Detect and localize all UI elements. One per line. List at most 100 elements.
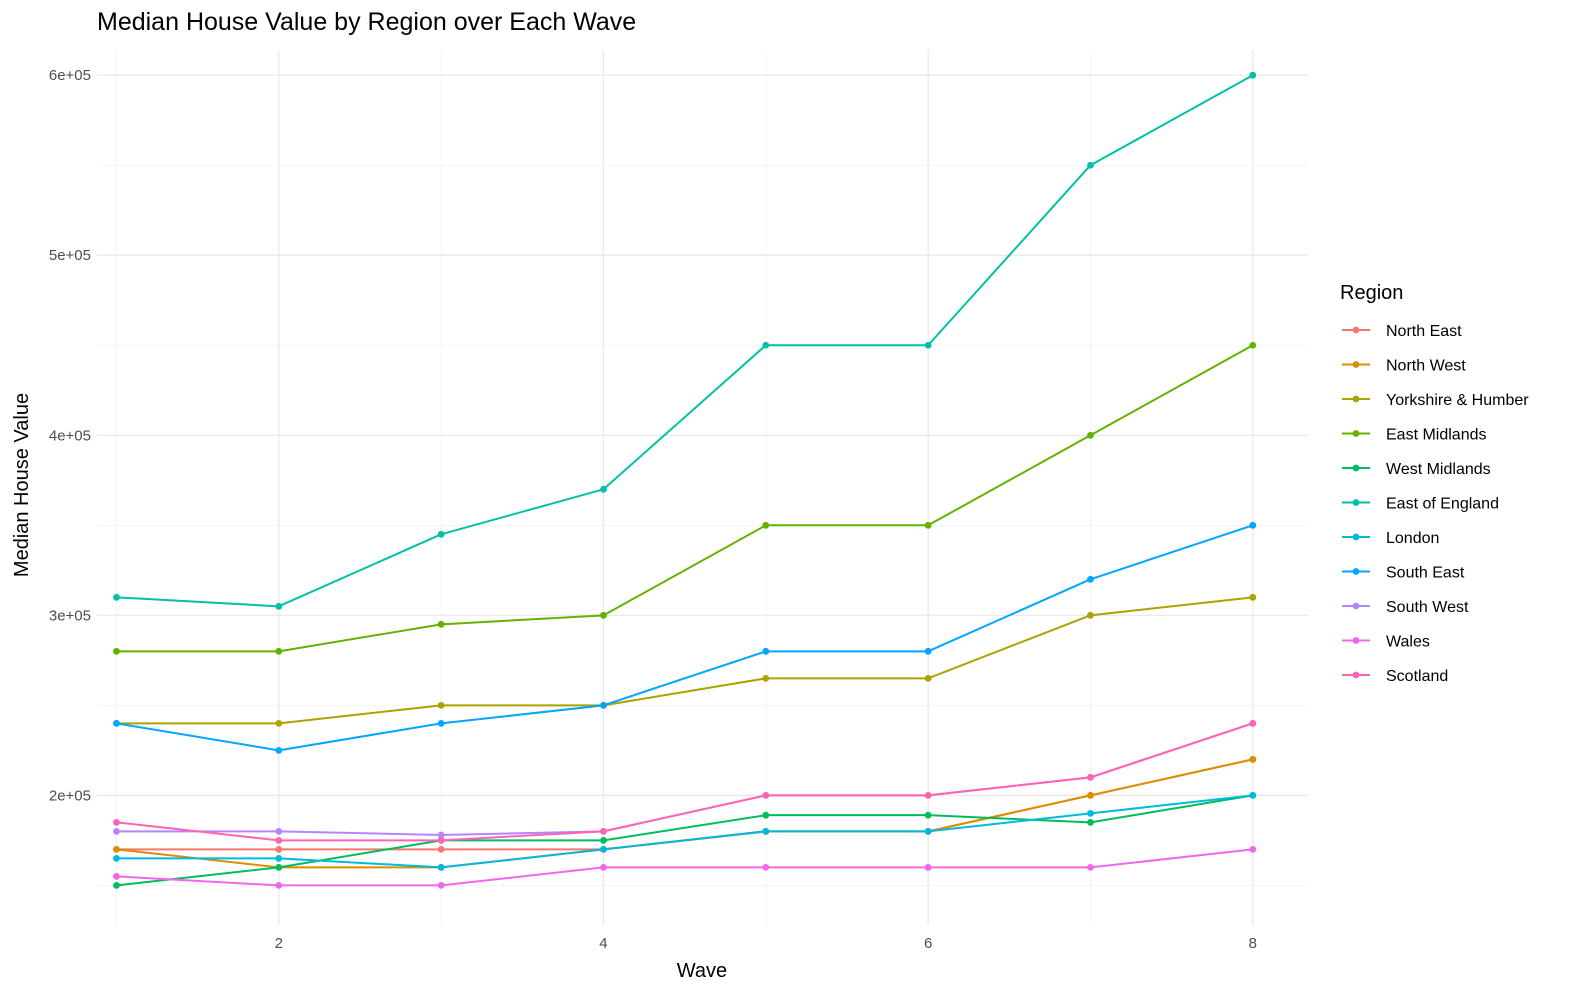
series-wales — [113, 845, 1257, 889]
legend-item-north-east: North East — [1342, 323, 1462, 340]
data-point-yorkshire-and-humber — [275, 719, 283, 727]
legend-title: Region — [1340, 282, 1403, 304]
x-axis-title: Wave — [677, 960, 727, 982]
data-point-scotland — [600, 827, 607, 835]
data-point-yorkshire-and-humber — [1249, 593, 1257, 601]
legend-item-scotland: Scotland — [1342, 668, 1448, 685]
data-point-south-west — [437, 831, 445, 839]
y-tick-label: 4e+05 — [49, 427, 91, 444]
data-point-scotland — [275, 836, 283, 844]
data-point-south-east — [600, 701, 607, 709]
data-point-south-east — [437, 719, 445, 727]
data-point-london — [1087, 809, 1094, 817]
data-point-wales — [762, 863, 770, 871]
data-point-east-of-england — [437, 530, 445, 538]
series-scotland — [113, 719, 1257, 844]
legend-key-point — [1352, 361, 1360, 368]
data-point-east-midlands — [762, 521, 770, 529]
series-line-london — [116, 794, 1253, 869]
data-point-east-midlands — [600, 611, 607, 619]
y-tick-label: 2e+05 — [49, 787, 91, 804]
data-point-south-east — [1087, 575, 1094, 583]
data-point-scotland — [113, 818, 120, 826]
legend-label: Wales — [1386, 634, 1430, 651]
legend-item-wales: Wales — [1342, 634, 1430, 651]
data-point-south-east — [924, 647, 932, 655]
data-point-wales — [113, 872, 120, 880]
data-point-west-midlands — [275, 863, 283, 871]
data-point-yorkshire-and-humber — [924, 674, 932, 682]
data-point-london — [600, 845, 607, 853]
data-point-scotland — [1249, 719, 1257, 727]
data-point-london — [437, 863, 445, 871]
data-point-south-east — [275, 746, 283, 754]
series-south-east — [113, 521, 1257, 754]
data-point-east-midlands — [113, 647, 120, 655]
series-line-east-midlands — [116, 344, 1254, 653]
data-point-scotland — [437, 836, 445, 844]
data-point-east-of-england — [275, 602, 283, 610]
legend-label: Scotland — [1386, 668, 1448, 685]
data-point-north-east — [275, 845, 283, 853]
legend-item-east-midlands: East Midlands — [1342, 427, 1487, 444]
data-point-south-east — [762, 647, 770, 655]
data-point-scotland — [762, 791, 770, 799]
data-point-east-midlands — [1087, 431, 1094, 439]
series-east-midlands — [113, 341, 1257, 655]
data-point-east-of-england — [762, 341, 770, 349]
grid-lines — [97, 50, 1308, 925]
legend-item-london: London — [1342, 530, 1439, 547]
legend-label: London — [1386, 530, 1439, 547]
data-point-south-west — [275, 827, 283, 835]
y-axis-ticks: 2e+05 3e+05 4e+05 5e+05 6e+05 — [49, 67, 91, 804]
legend-item-east-of-england: East of England — [1342, 496, 1499, 513]
x-tick-label: 4 — [599, 935, 607, 952]
series-line-west-midlands — [116, 794, 1253, 887]
series-london — [113, 791, 1257, 871]
data-point-north-west — [1249, 755, 1257, 763]
y-tick-label: 5e+05 — [49, 247, 91, 264]
data-point-east-midlands — [924, 521, 932, 529]
data-point-yorkshire-and-humber — [762, 674, 770, 682]
data-point-london — [762, 827, 770, 835]
data-point-wales — [1087, 863, 1094, 871]
series-line-yorkshire-and-humber — [116, 596, 1253, 725]
data-point-east-midlands — [437, 620, 445, 628]
legend-label: Yorkshire & Humber — [1386, 392, 1529, 409]
data-point-london — [275, 854, 283, 862]
data-point-east-of-england — [1249, 71, 1257, 79]
legend-label: North East — [1386, 323, 1462, 340]
legend-label: South West — [1386, 599, 1469, 616]
y-tick-label: 6e+05 — [49, 67, 91, 84]
data-point-wales — [1249, 845, 1257, 853]
data-point-london — [924, 827, 932, 835]
y-axis-title: Median House Value — [11, 393, 33, 577]
data-point-london — [1249, 791, 1257, 799]
data-point-yorkshire-and-humber — [1087, 611, 1094, 619]
legend-key-point — [1352, 499, 1360, 506]
data-point-west-midlands — [762, 811, 770, 819]
legend-key-point — [1352, 326, 1360, 334]
data-point-south-east — [113, 719, 120, 727]
data-point-north-west — [1087, 791, 1094, 799]
series-east-of-england — [113, 71, 1257, 610]
legend-label: West Midlands — [1386, 461, 1491, 478]
data-point-yorkshire-and-humber — [437, 701, 445, 709]
data-point-wales — [600, 863, 607, 871]
data-point-wales — [924, 863, 932, 871]
legend-key-point — [1352, 464, 1360, 472]
y-tick-label: 3e+05 — [49, 607, 91, 624]
legend-key-point — [1352, 568, 1360, 575]
series-layer — [113, 71, 1257, 889]
x-tick-label: 8 — [1249, 935, 1257, 952]
legend-item-south-east: South East — [1342, 565, 1465, 582]
series-line-wales — [116, 848, 1253, 887]
data-point-south-west — [113, 827, 120, 835]
legend-key-point — [1352, 533, 1360, 541]
data-point-east-midlands — [1249, 341, 1257, 349]
legend-item-south-west: South West — [1342, 599, 1469, 616]
data-point-west-midlands — [924, 811, 932, 819]
legend-key-point — [1352, 395, 1360, 403]
data-point-east-of-england — [113, 593, 120, 601]
